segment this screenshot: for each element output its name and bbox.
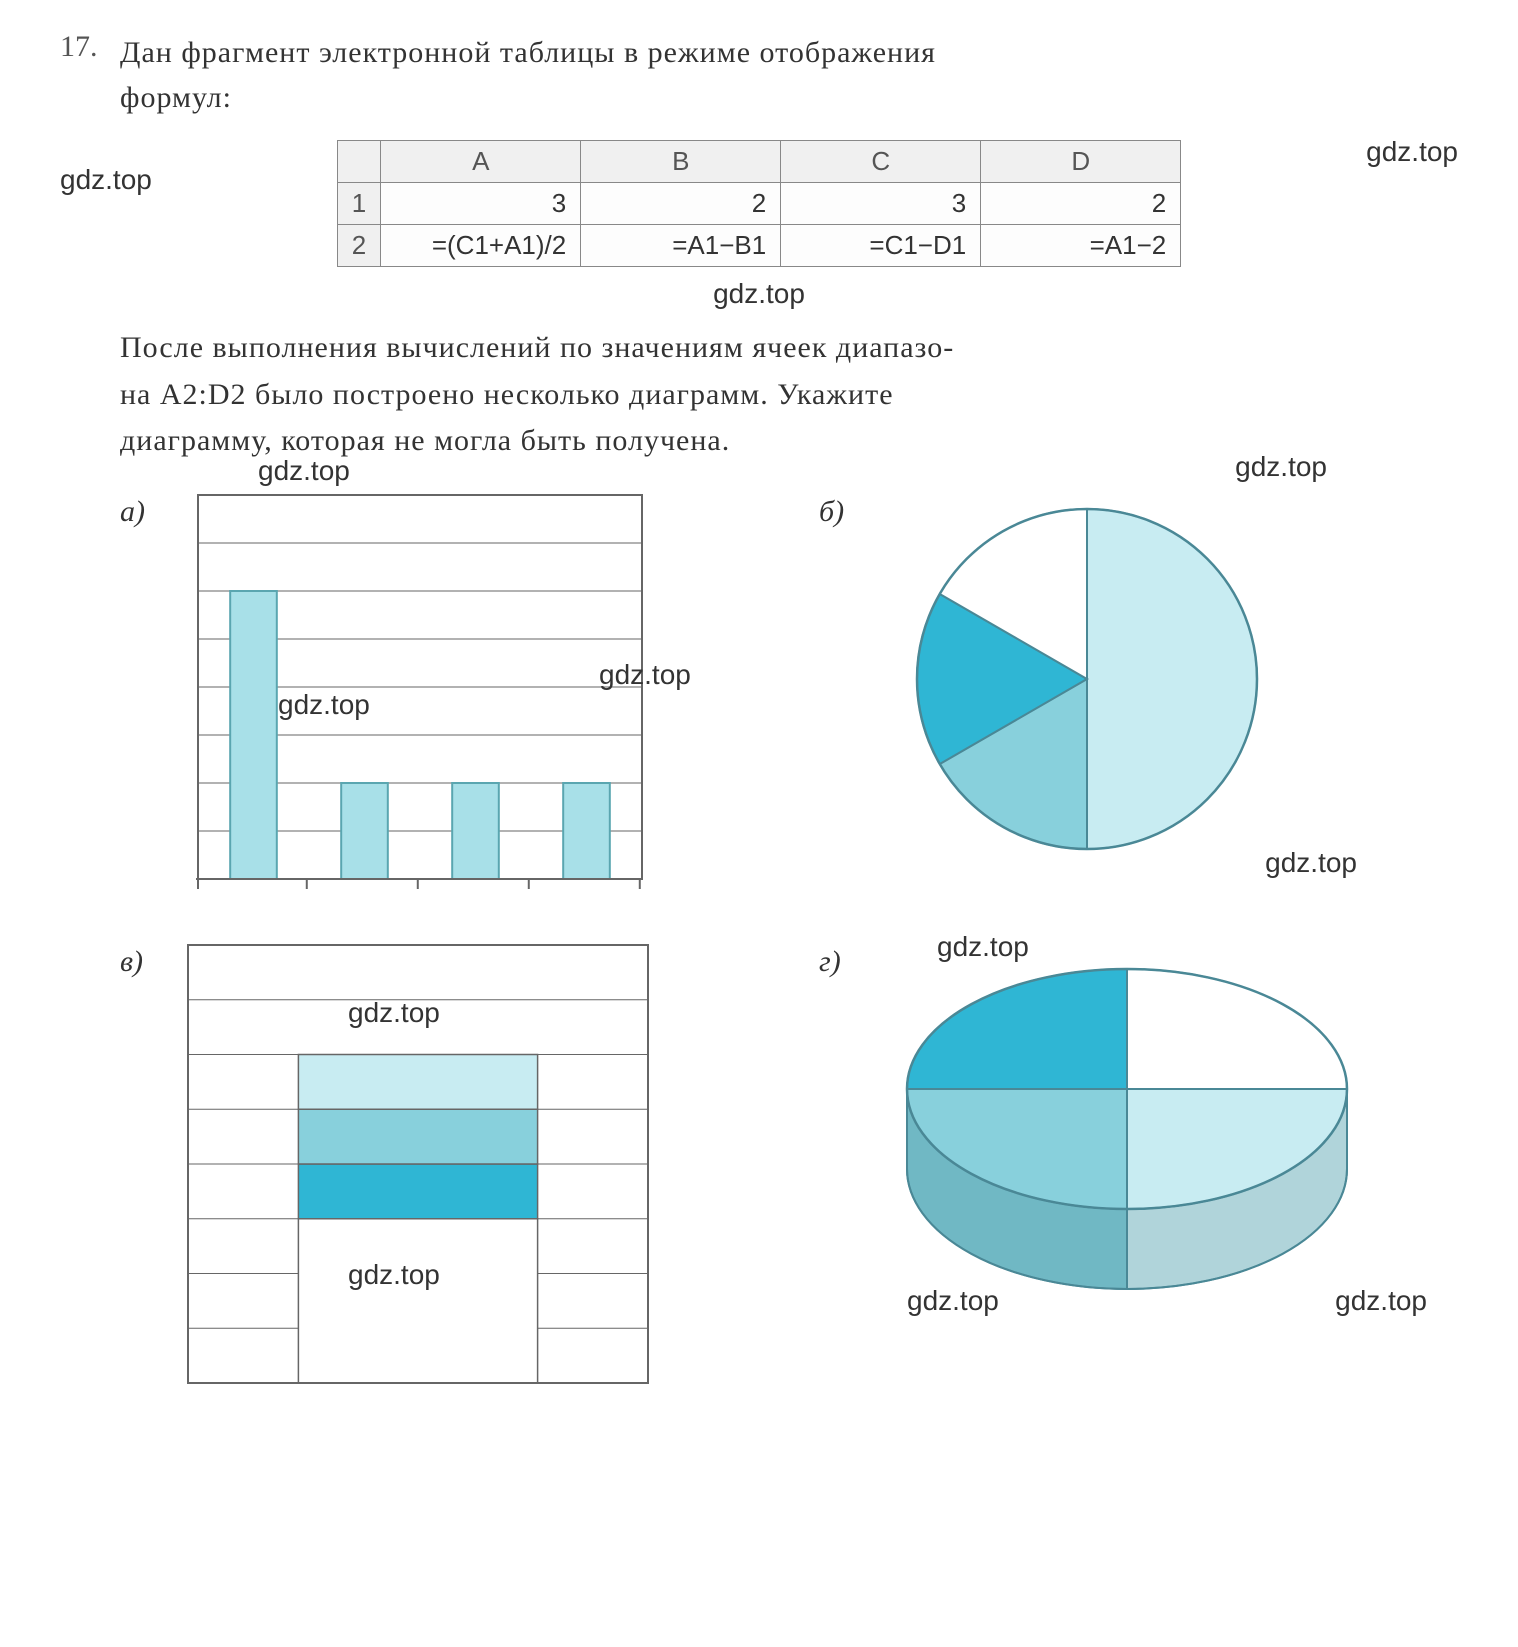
- spreadsheet-table: A B C D 1 3 2 3 2 2 =(C1+A1)/2 =A1−B1 =C…: [337, 140, 1181, 267]
- chart-d-box: gdz.top gdz.top gdz.top: [877, 939, 1377, 1299]
- charts-grid: а) gdz.top gdz.top б) gdz.top gdz.top gd…: [60, 489, 1458, 1389]
- problem-text: Дан фрагмент электронной таблицы в режим…: [120, 30, 1458, 120]
- chart-a-cell: а) gdz.top gdz.top: [120, 489, 759, 909]
- chart-b-cell: б) gdz.top gdz.top gdz.top: [819, 489, 1458, 909]
- chart-b-box: gdz.top gdz.top: [877, 489, 1297, 869]
- cell-b1: 2: [581, 183, 781, 225]
- chart-c-label: в): [120, 939, 164, 979]
- watermark: gdz.top: [60, 164, 152, 196]
- row-head-2: 2: [337, 225, 380, 267]
- bar-chart: [178, 489, 648, 909]
- cell-c2: =C1−D1: [781, 225, 981, 267]
- chart-b-label: б): [819, 489, 863, 529]
- stacked-bar-chart: [178, 939, 658, 1389]
- chart-d-label: г): [819, 939, 863, 979]
- col-head-b: B: [581, 141, 781, 183]
- chart-a-label: а): [120, 489, 164, 529]
- pie-chart: [877, 489, 1297, 869]
- problem-number: 17.: [60, 30, 106, 120]
- col-head-a: A: [381, 141, 581, 183]
- problem-line2: формул:: [120, 81, 232, 114]
- cell-a1: 3: [381, 183, 581, 225]
- desc-line1: После выполнения вычислений по значениям…: [120, 331, 954, 364]
- chart-a-box: gdz.top gdz.top: [178, 489, 648, 909]
- chart-c-cell: в) gdz.top gdz.top: [120, 939, 759, 1389]
- cell-d1: 2: [981, 183, 1181, 225]
- spreadsheet-wrap: gdz.top A B C D 1 3 2 3 2 2 =(C1+A1)/2 =…: [60, 140, 1458, 267]
- description: После выполнения вычислений по значениям…: [60, 325, 1458, 465]
- center-watermark-row: gdz.top: [60, 277, 1458, 311]
- cell-d2: =A1−2: [981, 225, 1181, 267]
- chart-c-box: gdz.top gdz.top: [178, 939, 658, 1389]
- watermark: gdz.top: [1366, 136, 1458, 168]
- desc-line2: на A2:D2 было построено несколько диагра…: [120, 378, 894, 411]
- cell-b2: =A1−B1: [581, 225, 781, 267]
- cell-c1: 3: [781, 183, 981, 225]
- col-head-d: D: [981, 141, 1181, 183]
- cell-a2: =(C1+A1)/2: [381, 225, 581, 267]
- pie-3d-chart: [877, 939, 1377, 1299]
- corner-cell: [337, 141, 380, 183]
- row-head-1: 1: [337, 183, 380, 225]
- desc-line3: диаграмму, которая не могла быть получен…: [120, 424, 730, 457]
- col-head-c: C: [781, 141, 981, 183]
- watermark: gdz.top: [713, 278, 805, 309]
- problem-line1: Дан фрагмент электронной таблицы в режим…: [120, 36, 936, 69]
- chart-d-cell: г) gdz.top gdz.top gdz.top: [819, 939, 1458, 1389]
